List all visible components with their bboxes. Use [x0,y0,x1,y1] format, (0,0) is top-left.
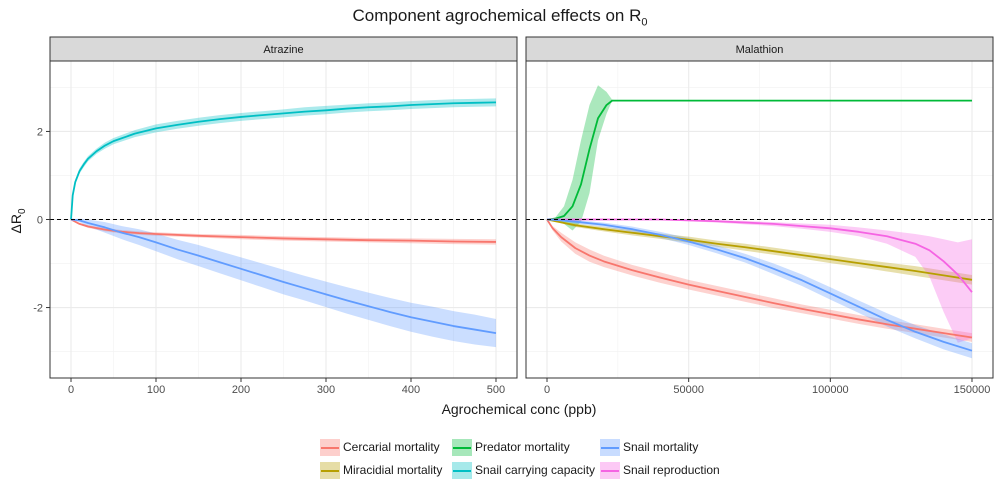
strip-atrazine [49,36,518,62]
legend-key [320,461,340,479]
legend-item-predator-mortality: Predator mortality [452,437,570,457]
x-tick-label: 100000 [812,384,849,396]
legend-key [452,461,472,479]
legend-label: Snail mortality [623,440,699,454]
strip-label: Atrazine [263,44,303,56]
ribbon-snail-carrying-capacity [71,98,496,220]
legend-label: Predator mortality [475,440,570,454]
legend-key [600,438,620,456]
y-tick-label: 0 [37,215,43,227]
legend-key [320,438,340,456]
panel-malathion: Malathion 0 50000 100000 150000 [525,36,994,396]
legend-label: Snail reproduction [623,463,720,477]
legend-item-snail-reproduction: Snail reproduction [600,460,720,480]
legend-label: Snail carrying capacity [475,463,596,477]
legend-item-cercarial-mortality: Cercarial mortality [320,437,440,457]
x-tick-label: 150000 [954,384,991,396]
series-line-predator-mortality [546,99,972,221]
panel-atrazine: Atrazine 0 100 200 300 400 500 -2 0 2 [33,36,518,396]
series-line-snail-mortality [70,218,497,334]
series-line-cercarial-mortality [70,218,496,243]
x-axis-title: Agrochemical conc (ppb) [442,401,597,417]
strip-label: Malathion [736,44,784,56]
x-tick-label: 0 [68,384,74,396]
x-tick-label: 400 [402,384,420,396]
x-tick-label: 200 [232,384,250,396]
legend-label: Cercarial mortality [343,440,440,454]
panel-border [525,60,994,379]
x-tick-label: 0 [544,384,550,396]
strip-malathion [525,36,994,62]
series-line-miracidial-mortality [546,218,973,281]
legend-label: Miracidial mortality [343,463,443,477]
x-tick-label: 500 [487,384,505,396]
ribbon-cercarial-mortality [71,219,496,245]
legend-key [452,438,472,456]
series-line-cercarial-mortality [546,219,973,339]
x-tick-label: 50000 [673,384,704,396]
x-tick-label: 100 [147,384,165,396]
legend-item-miracidial-mortality: Miracidial mortality [320,460,442,480]
y-tick-label: -2 [33,303,43,315]
series-line-snail-carrying-capacity [70,101,497,220]
y-axis-title: ΔR0 [8,208,28,233]
series-line-snail-mortality [546,218,973,352]
legend-key [600,461,620,479]
ribbon-cercarial-mortality [547,219,972,342]
chart-title: Component agrochemical effects on R0 [352,6,648,29]
x-tick-label: 300 [317,384,335,396]
y-tick-label: 2 [37,126,43,138]
legend-item-snail-carrying-capacity: Snail carrying capacity [452,460,595,480]
legend-item-snail-mortality: Snail mortality [600,437,698,457]
legend: Cercarial mortality Miracidial mortality P… [320,437,740,487]
